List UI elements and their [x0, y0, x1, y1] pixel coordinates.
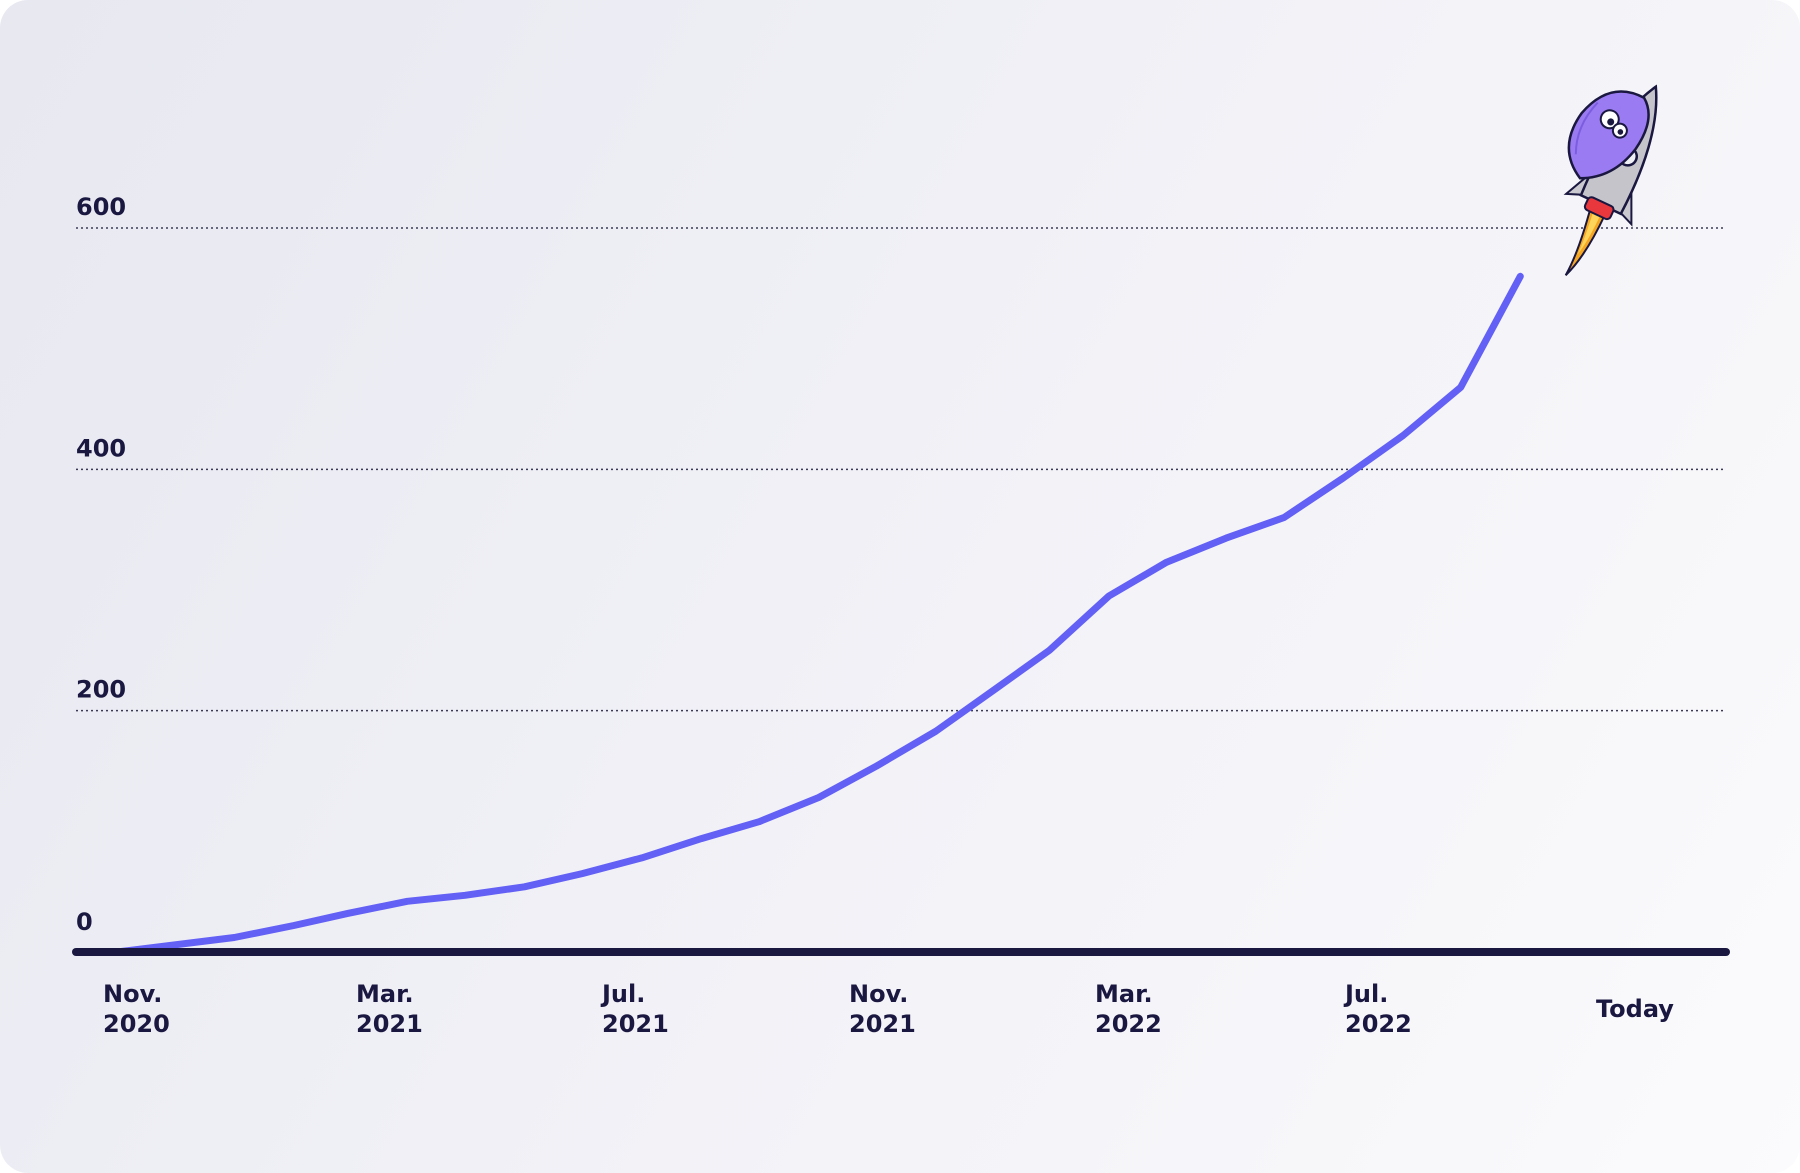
- x-tick-label: Jul.: [600, 980, 645, 1008]
- x-tick-label: 2022: [1095, 1010, 1162, 1038]
- x-tick-label: Nov.: [103, 980, 162, 1008]
- x-tick-label: 2021: [602, 1010, 669, 1038]
- x-tick-label: 2021: [849, 1010, 916, 1038]
- x-tick-label: 2021: [356, 1010, 423, 1038]
- x-tick-label: 2020: [103, 1010, 170, 1038]
- y-tick-label: 200: [76, 676, 126, 704]
- x-tick-label: 2022: [1345, 1010, 1412, 1038]
- x-tick-label: Mar.: [1095, 980, 1153, 1008]
- x-tick-label: Today: [1596, 995, 1674, 1023]
- rocket-mascot-icon: [1563, 84, 1658, 277]
- x-tick-label: Mar.: [356, 980, 414, 1008]
- y-tick-label: 400: [76, 434, 126, 462]
- y-tick-label: 0: [76, 908, 93, 936]
- series-line: [113, 272, 1524, 956]
- x-tick-label: Jul.: [1343, 980, 1388, 1008]
- y-tick-label: 600: [76, 193, 126, 221]
- x-tick-label: Nov.: [849, 980, 908, 1008]
